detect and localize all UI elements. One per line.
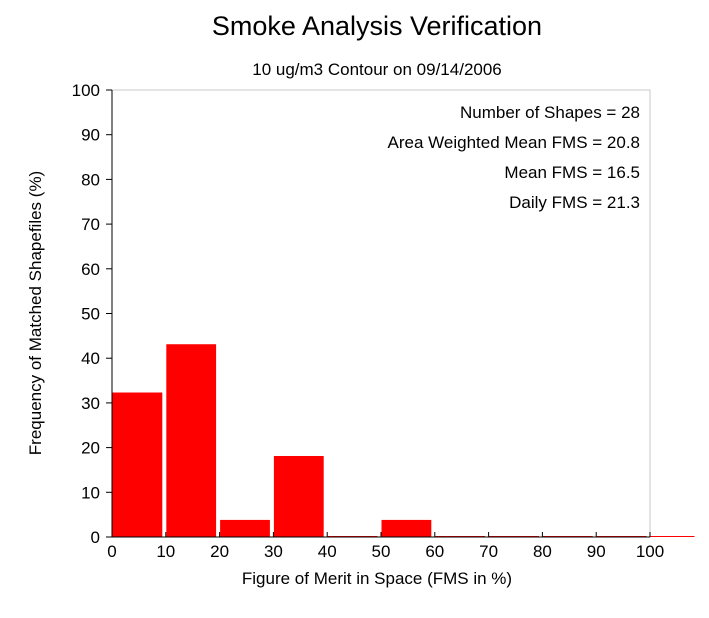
y-tick-label: 70: [81, 215, 100, 234]
histogram-bar-1: [166, 344, 217, 537]
y-axis-label: Frequency of Matched Shapefiles (%): [26, 171, 45, 455]
y-tick-label: 10: [81, 483, 100, 502]
y-tick-label: 30: [81, 394, 100, 413]
y-tick-label: 100: [72, 81, 100, 100]
stat-annotation: Daily FMS = 21.3: [509, 193, 640, 212]
chart-subtitle: 10 ug/m3 Contour on 09/14/2006: [252, 60, 502, 79]
chart-title: Smoke Analysis Verification: [212, 11, 542, 41]
x-tick-label: 40: [318, 542, 337, 561]
bars-group: [112, 344, 695, 537]
x-tick-label: 10: [156, 542, 175, 561]
y-ticks-group: 0 10 20 30 40 50 60 70 80 90 100: [72, 81, 112, 547]
x-tick-label: 70: [479, 542, 498, 561]
x-axis-label: Figure of Merit in Space (FMS in %): [242, 569, 512, 588]
y-tick-label: 20: [81, 439, 100, 458]
y-tick-label: 60: [81, 260, 100, 279]
x-tick-label: 30: [264, 542, 283, 561]
x-tick-label: 100: [636, 542, 664, 561]
x-tick-label: 60: [425, 542, 444, 561]
x-tick-label: 80: [533, 542, 552, 561]
x-tick-label: 20: [210, 542, 229, 561]
x-tick-label: 90: [587, 542, 606, 561]
histogram-bar-10: [650, 536, 695, 537]
y-tick-label: 40: [81, 349, 100, 368]
x-tick-label: 0: [107, 542, 116, 561]
histogram-bar-2: [220, 519, 270, 537]
y-tick-label: 90: [81, 126, 100, 145]
stats-annotations: Number of Shapes = 28 Area Weighted Mean …: [388, 103, 640, 212]
stat-annotation: Number of Shapes = 28: [460, 103, 640, 122]
x-tick-label: 50: [372, 542, 391, 561]
histogram-bar-3: [273, 455, 324, 537]
histogram-bar-5: [381, 519, 432, 537]
stat-annotation: Area Weighted Mean FMS = 20.8: [388, 133, 640, 152]
y-tick-label: 0: [91, 528, 100, 547]
y-tick-label: 50: [81, 305, 100, 324]
stat-annotation: Mean FMS = 16.5: [504, 163, 640, 182]
x-ticks-group: 0 10 20 30 40 50 60 70 80 90 100: [107, 532, 664, 561]
histogram-bar-0: [112, 392, 163, 537]
y-tick-label: 80: [81, 170, 100, 189]
